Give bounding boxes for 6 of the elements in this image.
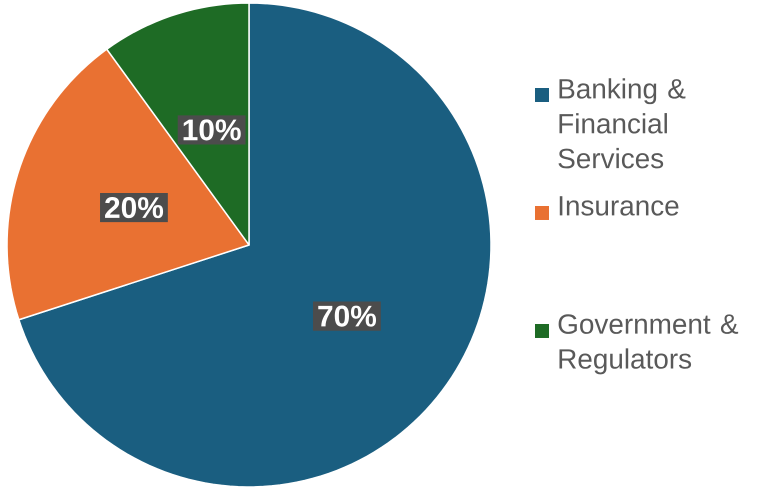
legend-label: Government & Regulators	[558, 314, 738, 374]
legend-label: Insurance	[560, 196, 678, 216]
data-label: 70%	[318, 306, 376, 327]
data-label: 10%	[184, 119, 241, 140]
data-label: 20%	[105, 197, 164, 218]
legend-label: Banking & Financial Services	[558, 78, 686, 168]
